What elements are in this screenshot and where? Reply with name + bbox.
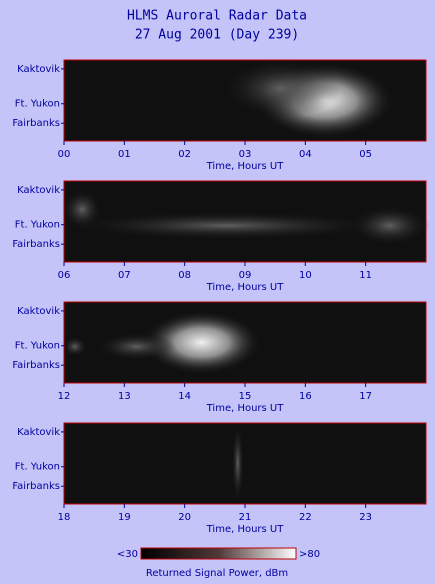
echo <box>349 205 430 246</box>
y-label: Fairbanks <box>12 239 60 250</box>
y-label: Kaktovik <box>17 427 60 438</box>
x-tick-label: 13 <box>118 391 131 402</box>
x-tick-label: 10 <box>299 270 312 281</box>
x-tick-label: 23 <box>359 512 372 523</box>
x-axis-label: Time, Hours UT <box>206 403 285 414</box>
x-tick-label: 06 <box>58 270 71 281</box>
x-tick-label: 05 <box>359 149 372 160</box>
x-tick-label: 09 <box>239 270 252 281</box>
y-label: Kaktovik <box>17 64 60 75</box>
x-tick-label: 04 <box>299 149 312 160</box>
echo <box>62 336 87 357</box>
x-tick-label: 07 <box>118 270 131 281</box>
y-label: Fairbanks <box>12 118 60 129</box>
x-tick-label: 21 <box>239 512 252 523</box>
x-axis-label: Time, Hours UT <box>206 282 285 293</box>
colorbar-tick-label: >80 <box>299 549 320 560</box>
x-tick-label: 08 <box>178 270 191 281</box>
echo <box>231 423 244 504</box>
y-label: Kaktovik <box>17 185 60 196</box>
x-tick-label: 20 <box>178 512 191 523</box>
y-label: Fairbanks <box>12 481 60 492</box>
x-tick-label: 22 <box>299 512 312 523</box>
x-axis-label: Time, Hours UT <box>206 161 285 172</box>
title: HLMS Auroral Radar Data <box>127 9 307 24</box>
y-label: Fairbanks <box>12 360 60 371</box>
subtitle: 27 Aug 2001 (Day 239) <box>135 28 299 43</box>
x-tick-label: 18 <box>58 512 71 523</box>
echo <box>221 58 342 119</box>
x-tick-label: 01 <box>118 149 131 160</box>
x-tick-label: 14 <box>178 391 191 402</box>
x-tick-label: 03 <box>239 149 252 160</box>
x-axis-label: Time, Hours UT <box>206 524 285 535</box>
x-tick-label: 19 <box>118 512 131 523</box>
colorbar-label: Returned Signal Power, dBm <box>146 568 288 579</box>
y-label: Ft. Yukon <box>15 220 60 231</box>
y-label: Ft. Yukon <box>15 99 60 110</box>
radar-panel <box>64 423 426 504</box>
echo <box>66 211 387 240</box>
x-tick-label: 11 <box>359 270 372 281</box>
y-label: Ft. Yukon <box>15 341 60 352</box>
colorbar-tick-label: <30 <box>117 549 138 560</box>
echo <box>62 189 103 230</box>
panels: Kaktovik Ft. Yukon Fairbanks 00 01 02 03 04 05 Ti… <box>12 58 430 535</box>
x-tick-label: 12 <box>58 391 71 402</box>
colorbar-ticks: <30 >80 <box>117 549 320 560</box>
echo <box>141 310 262 375</box>
x-tick-label: 15 <box>239 391 252 402</box>
x-tick-label: 17 <box>359 391 372 402</box>
echo <box>96 332 177 361</box>
y-label: Ft. Yukon <box>15 462 60 473</box>
x-tick-label: 16 <box>299 391 312 402</box>
x-tick-label: 02 <box>178 149 191 160</box>
x-tick-label: 00 <box>58 149 71 160</box>
colorbar <box>140 547 297 560</box>
y-label: Kaktovik <box>17 306 60 317</box>
